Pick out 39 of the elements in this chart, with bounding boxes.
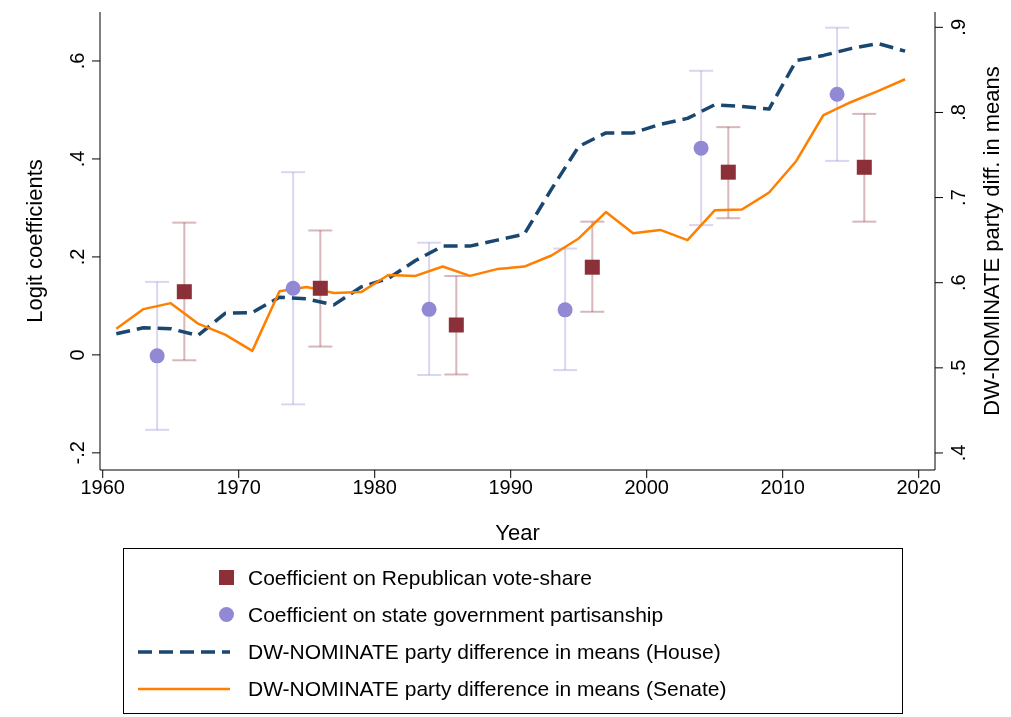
y2-tick-label: .7	[947, 189, 969, 206]
point	[557, 302, 573, 318]
x-tick-label: 1980	[352, 476, 397, 499]
point	[829, 86, 845, 102]
y-axis-title: Logit coefficients	[21, 159, 47, 323]
y-tick-label: .2	[66, 248, 88, 266]
x-tick-label: 2020	[896, 476, 941, 499]
legend-label: Coefficient on state government partisanship	[248, 602, 664, 627]
y2-tick-label: .9	[947, 18, 969, 36]
x-axis-title: Year	[495, 520, 540, 545]
y-tick-label: 0	[66, 349, 88, 361]
y-tick-label: .4	[66, 150, 88, 168]
point	[856, 159, 872, 175]
legend-label: Coefficient on Republican vote-share	[248, 565, 592, 590]
point	[312, 280, 328, 296]
point	[584, 259, 600, 275]
legend-label: DW-NOMINATE party difference in means (House)	[248, 639, 721, 664]
y2-tick-label: .4	[947, 444, 969, 462]
point	[285, 280, 301, 296]
y2-tick-label: .5	[947, 359, 969, 377]
point	[448, 317, 464, 333]
x-tick-label: 2010	[760, 476, 805, 499]
point	[693, 140, 709, 156]
legend-label: DW-NOMINATE party difference in means (Senate)	[248, 676, 727, 701]
point	[149, 348, 165, 364]
y-tick-label: -.2	[66, 441, 88, 465]
line-series	[115, 78, 907, 353]
y-tick-label: .6	[66, 52, 88, 70]
x-tick-label: 1970	[216, 476, 261, 499]
x-tick-label: 1960	[80, 476, 125, 499]
y2-axis-title: DW-NOMINATE party diff. in means	[978, 66, 1004, 416]
y2-tick-label: .6	[947, 274, 969, 292]
y2-tick-label: .8	[947, 104, 969, 121]
point	[720, 164, 736, 180]
line-series	[114, 41, 907, 338]
x-tick-label: 2000	[624, 476, 669, 499]
point	[176, 284, 192, 300]
point	[421, 301, 437, 317]
x-tick-label: 1990	[488, 476, 533, 499]
